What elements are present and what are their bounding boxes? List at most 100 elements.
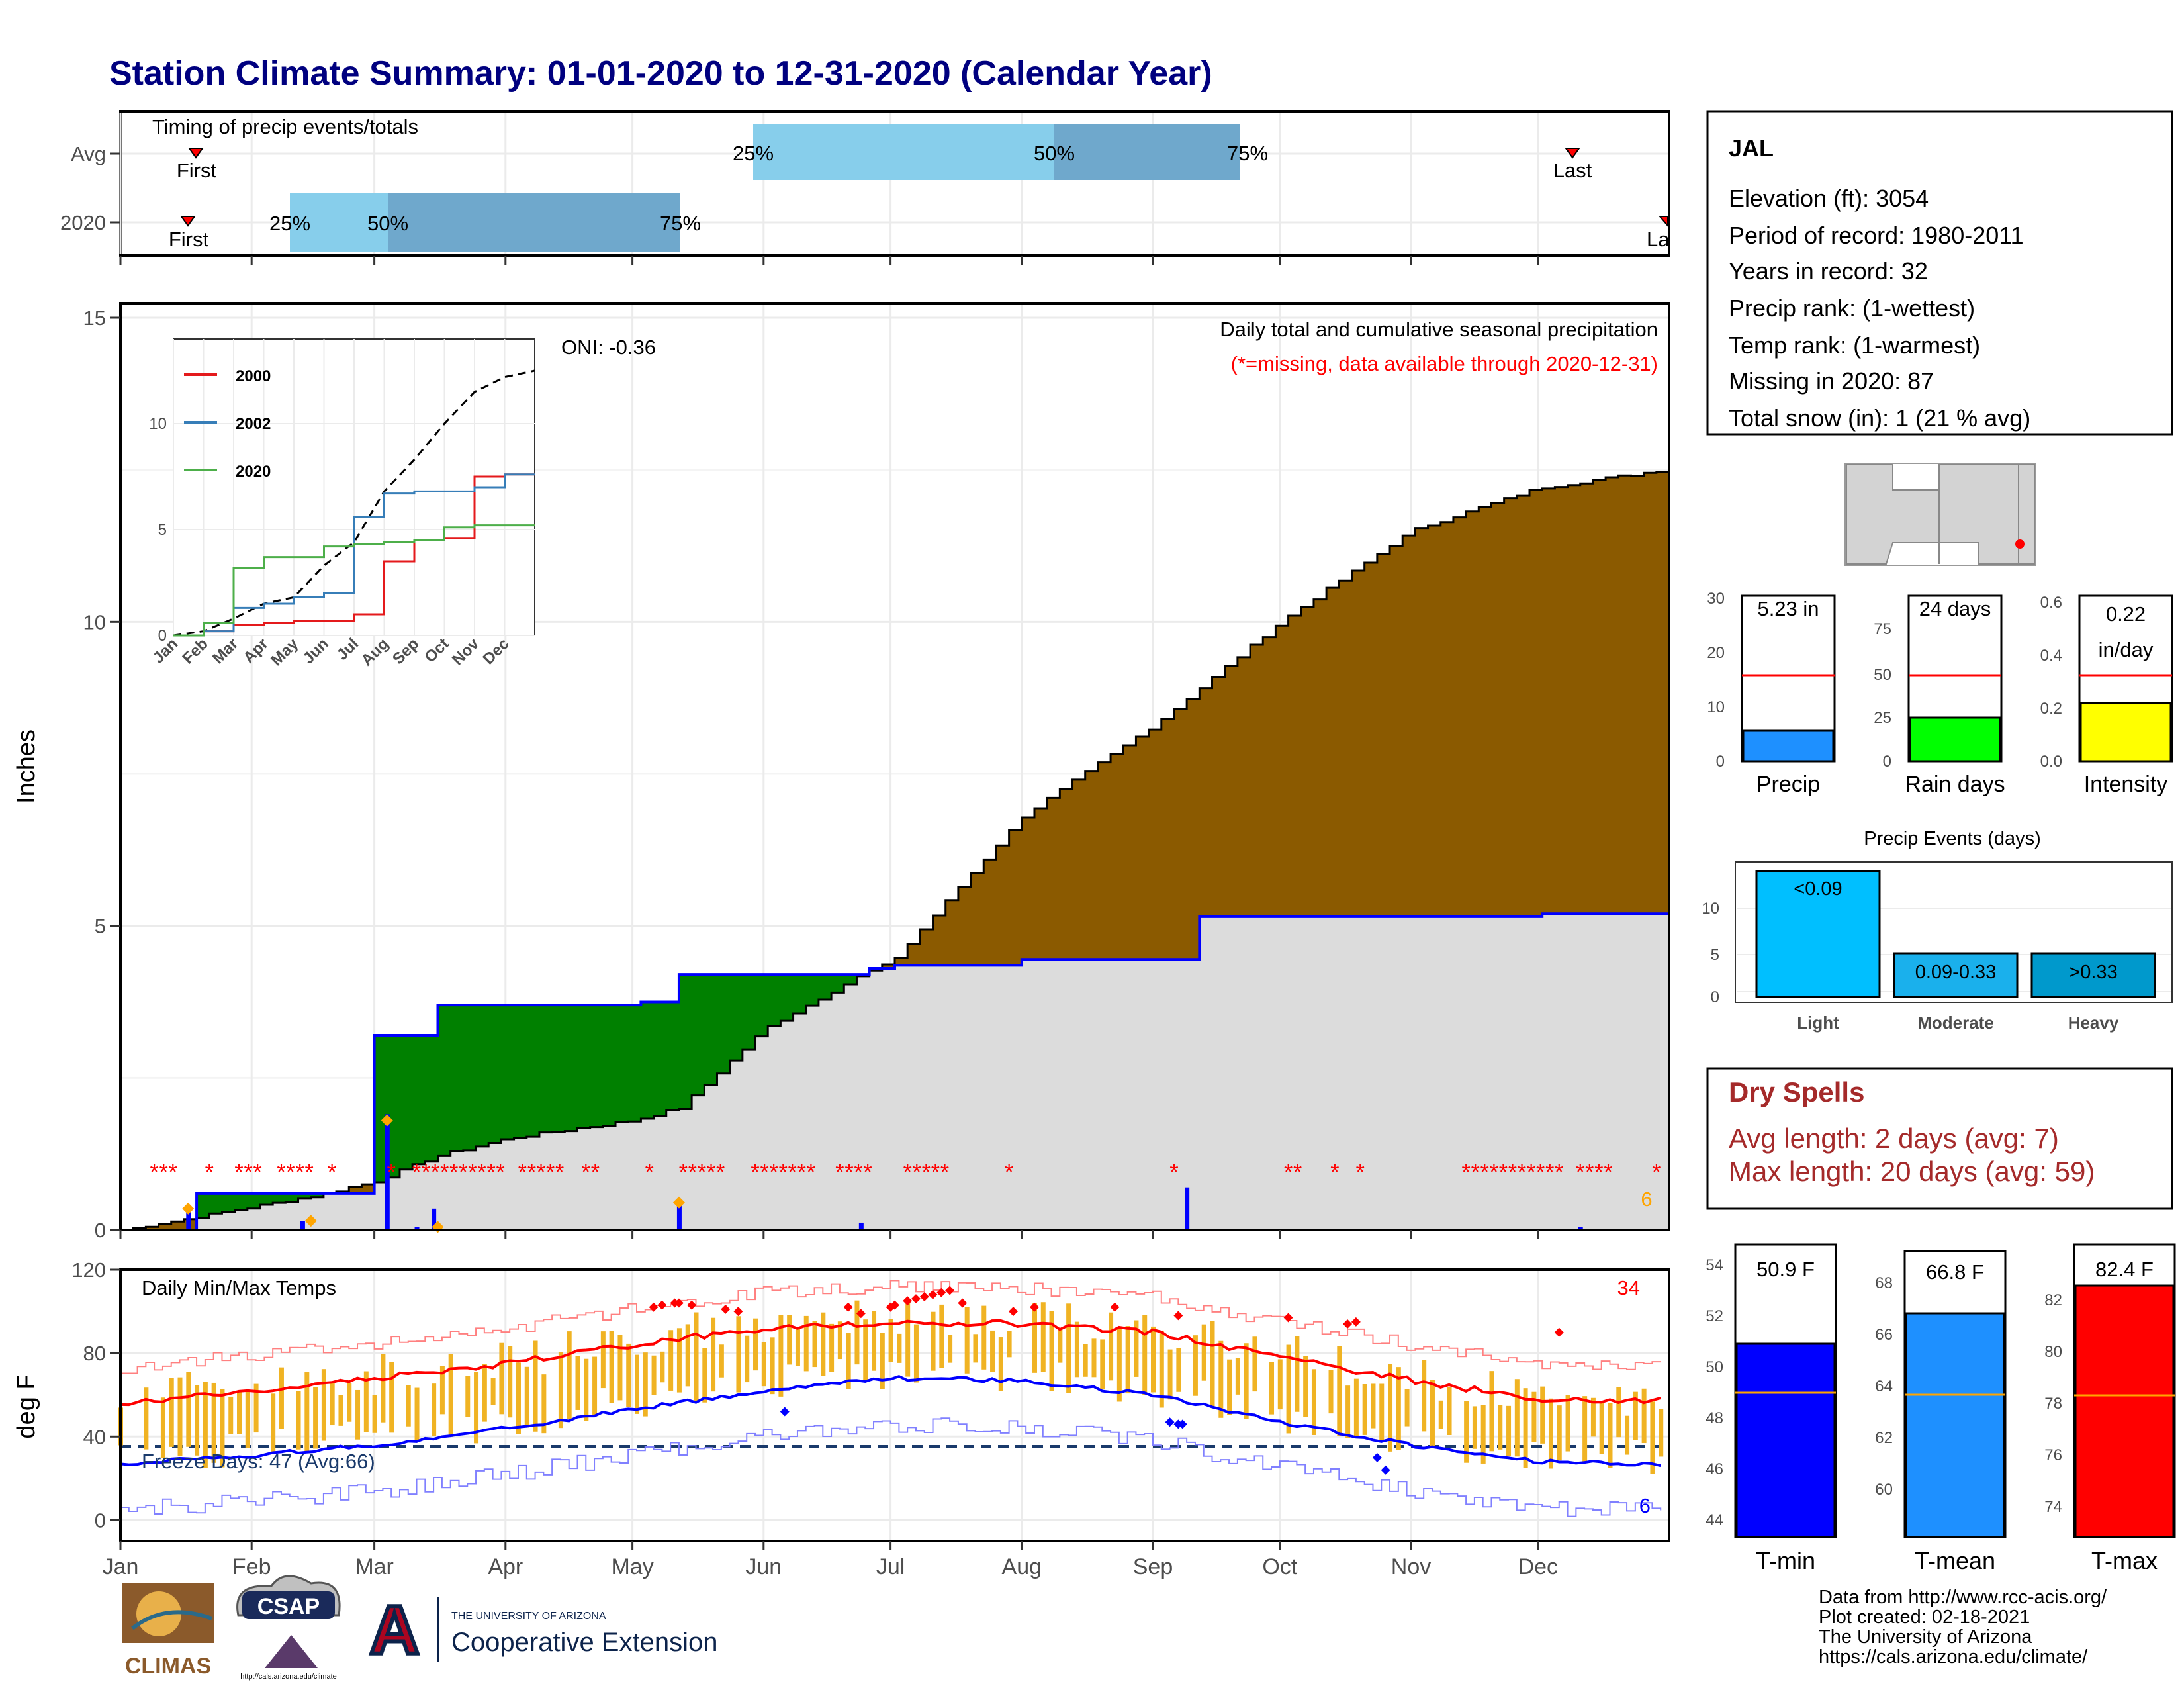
daily-temp-bar — [1388, 1364, 1393, 1452]
daily-temp-bar — [1277, 1359, 1283, 1410]
daily-temp-bar — [1396, 1367, 1401, 1450]
missing-day-star: * — [328, 1160, 336, 1185]
footer-line-4: https://cals.arizona.edu/climate/ — [1819, 1646, 2088, 1667]
avg-max-line — [120, 1319, 1661, 1407]
daily-temp-bar — [516, 1362, 521, 1434]
daily-temp-bar — [355, 1389, 361, 1440]
missing-day-star: * — [1527, 1160, 1535, 1185]
missing-day-star: * — [244, 1160, 252, 1185]
int-tick-04: 0.4 — [2040, 647, 2062, 665]
daily-temp-bar — [872, 1311, 877, 1371]
avg-first-marker — [188, 148, 204, 159]
missing-day-star: * — [546, 1160, 555, 1185]
daily-precip-bars — [186, 1114, 1583, 1230]
climas-logo-swoosh — [131, 1610, 213, 1630]
events-bar-moderate-label: 0.09-0.33 — [1915, 962, 1997, 983]
daily-temp-bar — [186, 1372, 191, 1447]
int-tick-02: 0.2 — [2040, 700, 2062, 718]
daily-temp-bar — [964, 1307, 970, 1374]
cum-2020-line — [120, 912, 1670, 1231]
tmean-value: 66.8 F — [1926, 1260, 1984, 1284]
daily-temp-bar — [787, 1315, 792, 1365]
daily-temp-bar — [931, 1311, 936, 1371]
missing-day-star: * — [1545, 1160, 1554, 1185]
record-high-marker — [687, 1300, 697, 1310]
missing-day-star: * — [922, 1160, 931, 1185]
daily-temp-bar — [245, 1391, 250, 1448]
precip-y-tick-label: 5 — [95, 915, 106, 938]
missing-day-star: * — [1490, 1160, 1498, 1185]
events-bar-light-label: <0.09 — [1794, 878, 1842, 900]
daily-temp-bar — [304, 1372, 310, 1452]
station-info-frame — [1706, 110, 2173, 436]
missing-day-star: * — [1293, 1160, 1302, 1185]
daily-temp-bar — [668, 1330, 674, 1391]
temp-y-tick-label: 40 — [83, 1425, 106, 1448]
daily-temp-bar — [1608, 1402, 1613, 1468]
ua-logo-big: Cooperative Extension — [451, 1628, 717, 1657]
daily-temp-bar — [558, 1352, 563, 1429]
events-cat-moderate: Moderate — [1917, 1013, 1994, 1033]
record-high-marker — [1110, 1302, 1120, 1312]
missing-day-star: * — [518, 1160, 527, 1185]
avg-min-line — [120, 1374, 1661, 1468]
missing-day-star: * — [854, 1160, 862, 1185]
daily-temp-bar — [761, 1342, 766, 1387]
daily-temp-bar — [432, 1383, 437, 1436]
daily-temp-bar — [660, 1351, 665, 1383]
daily-temp-bar — [812, 1321, 817, 1368]
avg-pct-50: 50% — [1034, 142, 1075, 165]
daily-precip-bar — [1185, 1187, 1190, 1230]
precip-y-tick-label: 10 — [83, 610, 106, 633]
daily-temp-bar — [1244, 1343, 1249, 1419]
record-high-marker — [856, 1309, 866, 1319]
record-low-marker — [1372, 1452, 1382, 1462]
heavy-event-diamond — [182, 1202, 195, 1215]
freeze-days-label: Freeze Days: 47 (Avg:66) — [142, 1450, 375, 1473]
daily-temp-bar — [372, 1394, 377, 1433]
events-bar-moderate — [1893, 952, 2019, 998]
daily-temp-bar — [490, 1378, 496, 1405]
daily-temp-bar — [347, 1383, 352, 1422]
avg-pct-75: 75% — [1227, 142, 1268, 165]
precip-total-chart: 5.23 in Precip 30 20 10 0 — [1707, 590, 1836, 797]
daily-temp-bar — [1176, 1348, 1181, 1392]
events-tick-10: 10 — [1702, 900, 1719, 917]
daily-temp-bar — [1404, 1389, 1410, 1427]
missing-day-star: * — [150, 1160, 159, 1185]
avg-timing-bar-25-50 — [753, 124, 1054, 180]
daily-temp-bar — [1134, 1320, 1139, 1377]
missing-day-star: * — [1555, 1160, 1563, 1185]
tmax-value: 82.4 F — [2095, 1258, 2154, 1281]
daily-temp-bar — [1218, 1340, 1224, 1418]
footer-line-2: Plot created: 02-18-2021 — [1819, 1607, 2030, 1628]
temp-y-label: deg F — [13, 1374, 40, 1438]
daily-temp-bar — [676, 1328, 682, 1393]
station-line-snow: Total snow (in): 1 (21 % avg) — [1729, 404, 2030, 432]
tmax-tick-74: 74 — [2044, 1498, 2062, 1516]
record-high-marker — [945, 1286, 955, 1295]
daily-temp-bar — [981, 1305, 987, 1370]
footer-line-3: The University of Arizona — [1819, 1626, 2032, 1648]
record-min-line — [120, 1417, 1662, 1517]
missing-day-star: * — [1536, 1160, 1545, 1185]
missing-day-star: * — [496, 1160, 505, 1185]
daily-temp-bar — [144, 1387, 149, 1450]
record-high-marker — [890, 1300, 899, 1310]
daily-temp-bar — [533, 1340, 538, 1432]
csap-logo-url: http://cals.arizona.edu/climate — [240, 1673, 337, 1681]
rain-days-chart: 24 days Rain days 75 50 25 0 — [1874, 594, 2005, 797]
month-label: Jul — [876, 1554, 905, 1579]
daily-temp-bar — [1210, 1321, 1215, 1407]
record-high-marker — [1009, 1307, 1019, 1317]
daily-temp-bar — [1447, 1387, 1452, 1435]
daily-temp-bar — [1066, 1303, 1071, 1393]
y2020-first-marker — [180, 216, 196, 227]
record-high-marker — [733, 1307, 743, 1317]
temp-y-tick-label: 120 — [71, 1258, 106, 1282]
tmax-tick-76: 76 — [2044, 1446, 2062, 1464]
tmin-tick-54: 54 — [1706, 1256, 1723, 1274]
daily-temp-bar — [1116, 1327, 1122, 1402]
daily-temp-bar — [1371, 1383, 1376, 1429]
missing-day-star: * — [679, 1160, 688, 1185]
